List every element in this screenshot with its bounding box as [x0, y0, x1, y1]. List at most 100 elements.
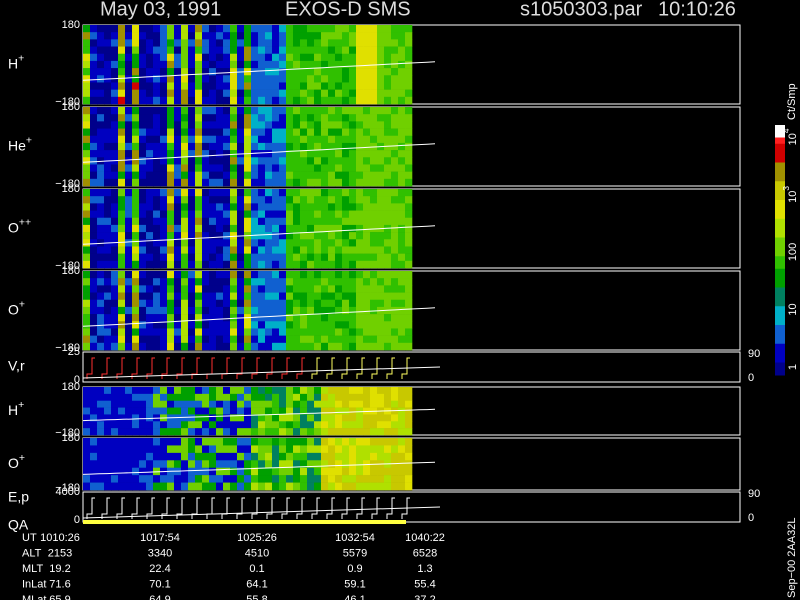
spectrogram-cell	[314, 203, 322, 211]
spectrogram-cell	[272, 196, 280, 204]
spectrogram-cell	[321, 321, 329, 329]
spectrogram-cell	[272, 428, 280, 436]
spectrogram-cell	[237, 328, 245, 336]
spectrogram-cell	[293, 142, 301, 151]
spectrogram-cell	[377, 189, 385, 197]
spectrogram-cell	[342, 121, 350, 129]
spectrogram-cell	[111, 438, 119, 446]
step-trace	[281, 357, 290, 379]
spectrogram-cell	[279, 335, 287, 344]
spectrogram-cell	[111, 428, 119, 436]
spectrogram-cell	[174, 82, 182, 90]
spectrogram-cell	[335, 475, 343, 483]
spectrogram-cell	[356, 292, 364, 301]
spectrogram-cell	[111, 39, 119, 47]
spectrogram-cell	[139, 299, 147, 308]
spectrogram-cell	[384, 178, 392, 187]
spectrogram-cell	[216, 114, 224, 122]
spectrogram-cell	[111, 114, 119, 122]
spectrogram-cell	[377, 232, 385, 240]
spectrogram-cell	[279, 285, 287, 293]
spectrogram-cell	[174, 342, 182, 351]
spectrogram-cell	[188, 142, 196, 151]
spectrogram-cell	[104, 53, 112, 62]
step-trace	[356, 357, 365, 379]
spectrogram-cell	[342, 452, 350, 461]
spectrogram-cell	[230, 239, 238, 247]
spectrogram-cell	[272, 482, 280, 491]
spectrogram-cell	[349, 121, 357, 129]
spectrogram-cell	[272, 467, 280, 476]
spectrogram-cell	[90, 53, 98, 62]
spectrogram-cell	[132, 232, 140, 240]
spectrogram-cell	[363, 452, 371, 461]
spectrogram-cell	[230, 60, 238, 69]
spectrogram-cell	[118, 467, 126, 476]
spectrogram-cell	[167, 224, 175, 233]
spectrogram-cell	[125, 285, 133, 293]
spectrogram-cell	[272, 407, 280, 415]
spectrogram-cell	[265, 196, 273, 204]
spectrogram-cell	[265, 285, 273, 293]
spectrogram-cell	[321, 107, 329, 115]
spectrogram-cell	[118, 428, 126, 436]
spectrogram-cell	[83, 135, 91, 144]
spectrogram-cell	[370, 196, 378, 204]
spectrogram-cell	[335, 253, 343, 262]
spectrogram-cell	[195, 452, 203, 461]
spectrogram-cell	[153, 203, 161, 211]
spectrogram-cell	[202, 475, 210, 483]
spectrogram-cell	[328, 421, 336, 429]
spectrogram-cell	[300, 171, 308, 180]
spectrogram-cell	[111, 314, 119, 322]
spectrogram-cell	[202, 135, 210, 144]
spectrogram-cell	[223, 328, 231, 336]
spectrogram-cell	[321, 46, 329, 55]
spectrogram-cell	[251, 271, 259, 279]
colorbar-cell	[775, 337, 785, 345]
spectrogram-cell	[139, 445, 147, 454]
spectrogram-cell	[356, 189, 364, 197]
spectrogram-cell	[398, 82, 406, 90]
spectrogram-cell	[321, 342, 329, 351]
spectrogram-cell	[328, 232, 336, 240]
spectrogram-cell	[363, 217, 371, 226]
spectrogram-cell	[293, 445, 301, 454]
spectrogram-cell	[405, 114, 413, 122]
spectrogram-cell	[167, 164, 175, 172]
spectrogram-cell	[230, 128, 238, 137]
spectrogram-cell	[391, 75, 399, 83]
spectrogram-cell	[90, 328, 98, 336]
spectrogram-cell	[265, 428, 273, 436]
spectrogram-cell	[230, 328, 238, 336]
spectrogram-cell	[97, 475, 105, 483]
spectrogram-cell	[118, 438, 126, 446]
spectrogram-cell	[279, 96, 287, 105]
spectrogram-cell	[356, 96, 364, 105]
spectrogram-cell	[118, 260, 126, 269]
spectrogram-cell	[314, 114, 322, 122]
spectrogram-cell	[405, 306, 413, 315]
spectrogram-cell	[356, 278, 364, 286]
spectrogram-cell	[244, 25, 252, 33]
spectrogram-cell	[370, 150, 378, 158]
spectrogram-cell	[118, 107, 126, 115]
spectrogram-cell	[265, 407, 273, 415]
spectrogram-cell	[307, 128, 315, 137]
spectrogram-cell	[223, 428, 231, 436]
spectrogram-cell	[370, 299, 378, 308]
spectrogram-cell	[153, 107, 161, 115]
spectrogram-cell	[307, 452, 315, 461]
spectrogram-cell	[83, 178, 91, 187]
panel-label-sup: +	[18, 52, 24, 64]
spectrogram-cell	[139, 475, 147, 483]
spectrogram-cell	[328, 271, 336, 279]
spectrogram-cell	[153, 253, 161, 262]
spectrogram-cell	[398, 178, 406, 187]
spectrogram-cell	[405, 253, 413, 262]
spectrogram-cell	[391, 321, 399, 329]
spectrogram-cell	[279, 89, 287, 98]
spectrogram-cell	[167, 203, 175, 211]
spectrogram-cell	[307, 314, 315, 322]
step-trace	[371, 497, 380, 519]
